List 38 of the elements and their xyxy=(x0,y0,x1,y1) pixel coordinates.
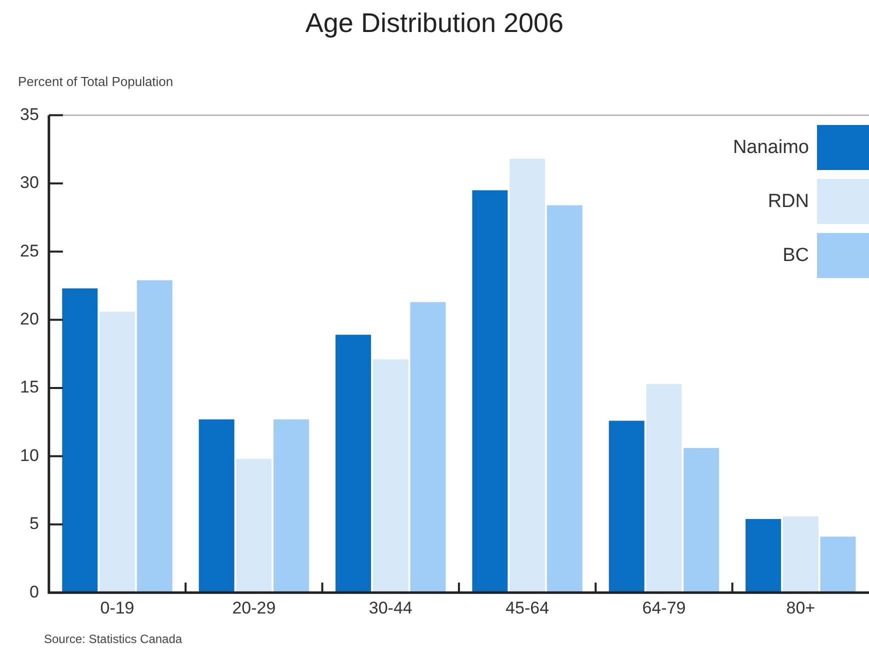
bar xyxy=(372,359,408,593)
bar xyxy=(274,419,310,593)
legend-label: Nanaimo xyxy=(732,136,809,158)
bar xyxy=(136,280,172,593)
bar xyxy=(684,448,720,593)
x-tick-label: 30-44 xyxy=(368,598,412,618)
y-tick-label: 20 xyxy=(20,309,39,328)
y-tick-label: 10 xyxy=(20,446,39,465)
x-tick-label: 80+ xyxy=(786,598,816,618)
y-axis-title: Percent of Total Population xyxy=(18,74,174,89)
y-tick-label: 5 xyxy=(29,514,39,534)
y-tick-label: 15 xyxy=(20,378,39,397)
y-tick-label: 25 xyxy=(20,241,39,260)
legend-label: BC xyxy=(782,244,809,266)
bar xyxy=(510,158,546,593)
x-tick-label: 20-29 xyxy=(232,598,276,618)
x-tick-label: 64-79 xyxy=(642,598,686,618)
chart-title: Age Distribution 2006 xyxy=(304,8,565,39)
y-tick-label: 0 xyxy=(29,582,39,602)
bar xyxy=(100,312,135,593)
bar xyxy=(608,420,644,593)
y-tick-label: 35 xyxy=(20,104,39,124)
x-tick-label: 45-64 xyxy=(506,598,550,618)
bar xyxy=(646,384,682,593)
y-tick-label: 30 xyxy=(20,173,39,192)
x-tick-label: 0-19 xyxy=(100,598,134,618)
source-note: Source: Statistics Canada xyxy=(44,632,182,646)
bar xyxy=(336,334,371,593)
bar xyxy=(62,288,98,593)
bar xyxy=(198,419,234,593)
bar xyxy=(236,458,272,593)
bar xyxy=(410,302,446,593)
bar xyxy=(472,190,508,593)
bar xyxy=(546,205,582,593)
legend-label: RDN xyxy=(768,190,809,212)
bar xyxy=(782,516,818,593)
bar xyxy=(746,518,782,593)
bar xyxy=(820,536,856,593)
